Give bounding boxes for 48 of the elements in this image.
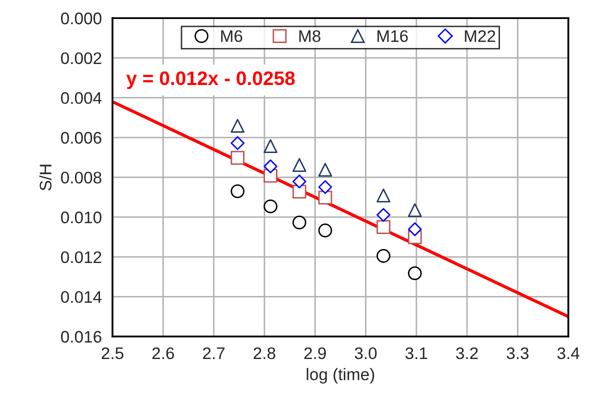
x-tick-label: 2.8 [254, 347, 276, 360]
point [292, 216, 306, 230]
x-tick-label: 3.3 [506, 347, 529, 360]
point [318, 224, 332, 238]
point [408, 203, 422, 218]
y-tick-label: 0.012 [61, 251, 102, 264]
y-tick-label: 0.014 [61, 291, 102, 303]
x-axis-title: log (time) [306, 368, 374, 384]
point [230, 136, 244, 150]
point [408, 222, 422, 236]
point [264, 199, 278, 214]
point [230, 184, 244, 198]
point [376, 249, 390, 263]
y-tick-label: 0.016 [61, 330, 102, 343]
x-tick-label: 3.4 [557, 347, 580, 360]
point [292, 174, 306, 188]
point [318, 180, 332, 194]
point [376, 208, 390, 222]
legend-label: M6 [221, 30, 242, 42]
x-tick-label: 2.5 [102, 347, 124, 360]
point [376, 188, 390, 202]
y-tick-label: 0.008 [61, 172, 102, 184]
legend-label: M22 [464, 30, 496, 42]
point [318, 190, 332, 205]
y-tick-label: 0.010 [61, 212, 102, 224]
y-tick-label: 0.002 [61, 52, 102, 64]
x-tick-label: 3.1 [405, 347, 428, 360]
legend-label: M16 [378, 30, 408, 42]
x-tick-label: 2.6 [152, 347, 174, 360]
x-tick-label: 2.7 [203, 347, 225, 359]
point [292, 158, 306, 172]
x-tick-label: 3.2 [456, 347, 478, 360]
y-tick-label: 0.004 [61, 92, 102, 104]
point [230, 150, 244, 165]
point [318, 162, 332, 177]
y-tick-label: 0.000 [61, 12, 102, 24]
y-axis-title: S/H [39, 164, 52, 190]
point [230, 118, 244, 133]
point [264, 159, 278, 174]
x-tick-label: 3.0 [354, 347, 377, 360]
point [408, 266, 422, 280]
annotation: y = 0.012x - 0.0258 [126, 71, 295, 90]
point [264, 139, 278, 153]
legend-label: M8 [299, 30, 320, 42]
point [292, 184, 306, 199]
point [376, 220, 390, 234]
x-tick-label: 2.9 [304, 347, 326, 360]
y-tick-label: 0.006 [61, 132, 102, 144]
